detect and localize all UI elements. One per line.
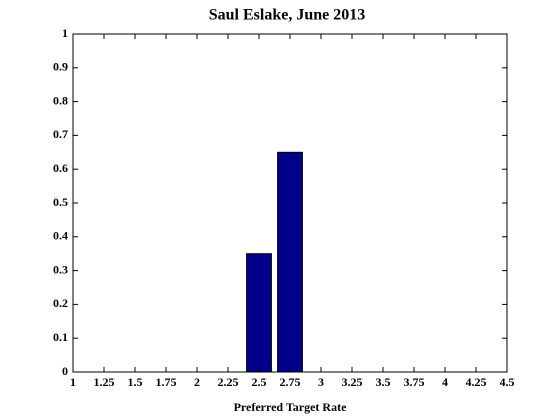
x-tick-label: 4.25 (466, 375, 487, 389)
y-tick-label: 0.7 (53, 127, 68, 141)
y-tick-label: 0.8 (53, 93, 68, 107)
y-tick-label: 0.3 (53, 262, 68, 276)
chart-title: Saul Eslake, June 2013 (209, 7, 365, 24)
x-tick-label: 3.75 (404, 375, 425, 389)
x-tick-label: 1.25 (94, 375, 115, 389)
y-tick-label: 1 (62, 26, 68, 40)
x-tick-label: 1 (70, 375, 76, 389)
y-tick-label: 0.5 (53, 195, 68, 209)
bar (277, 151, 303, 373)
y-tick-label: 0.1 (53, 330, 68, 344)
bar (246, 253, 272, 373)
x-tick-label: 1.5 (128, 375, 143, 389)
x-tick-label: 1.75 (156, 375, 177, 389)
x-tick-label: 2.75 (280, 375, 301, 389)
y-tick-label: 0 (62, 364, 68, 378)
x-axis-label: Preferred Target Rate (234, 400, 348, 414)
x-tick-label: 3 (318, 375, 324, 389)
x-tick-label: 4 (442, 375, 448, 389)
y-tick-label: 0.2 (53, 296, 68, 310)
x-tick-label: 4.5 (500, 375, 515, 389)
x-tick-label: 2.25 (218, 375, 239, 389)
y-tick-label: 0.9 (53, 60, 68, 74)
x-tick-label: 3.5 (376, 375, 391, 389)
x-tick-label: 3.25 (342, 375, 363, 389)
y-tick-label: 0.4 (53, 229, 68, 243)
y-tick-label: 0.6 (53, 161, 68, 175)
x-tick-label: 2 (194, 375, 200, 389)
x-tick-label: 2.5 (252, 375, 267, 389)
